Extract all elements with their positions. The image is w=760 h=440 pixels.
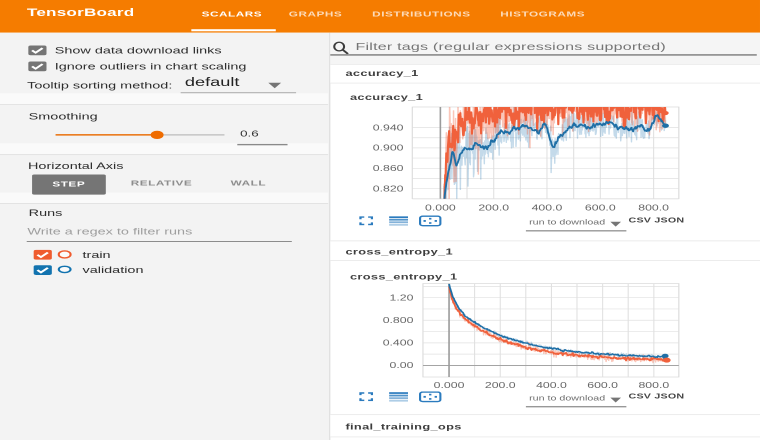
svg-text:400.0: 400.0	[536, 382, 567, 390]
svg-text:200.0: 200.0	[485, 382, 516, 390]
svg-text:800.0: 800.0	[638, 204, 669, 212]
svg-text:0.940: 0.940	[373, 124, 404, 132]
svg-text:0.000: 0.000	[425, 204, 456, 212]
svg-text:600.0: 600.0	[587, 382, 618, 390]
svg-text:1.20: 1.20	[390, 294, 414, 302]
svg-text:0.400: 0.400	[383, 339, 414, 347]
svg-text:400.0: 400.0	[532, 204, 563, 212]
svg-text:0.860: 0.860	[373, 165, 404, 173]
svg-text:200.0: 200.0	[478, 204, 509, 212]
svg-text:800.0: 800.0	[638, 382, 669, 390]
svg-text:0.900: 0.900	[373, 144, 404, 152]
svg-text:0.820: 0.820	[373, 185, 404, 193]
svg-text:0.00: 0.00	[390, 362, 414, 370]
svg-text:0.800: 0.800	[383, 317, 414, 325]
svg-text:0.000: 0.000	[434, 382, 465, 390]
svg-text:600.0: 600.0	[585, 204, 616, 212]
